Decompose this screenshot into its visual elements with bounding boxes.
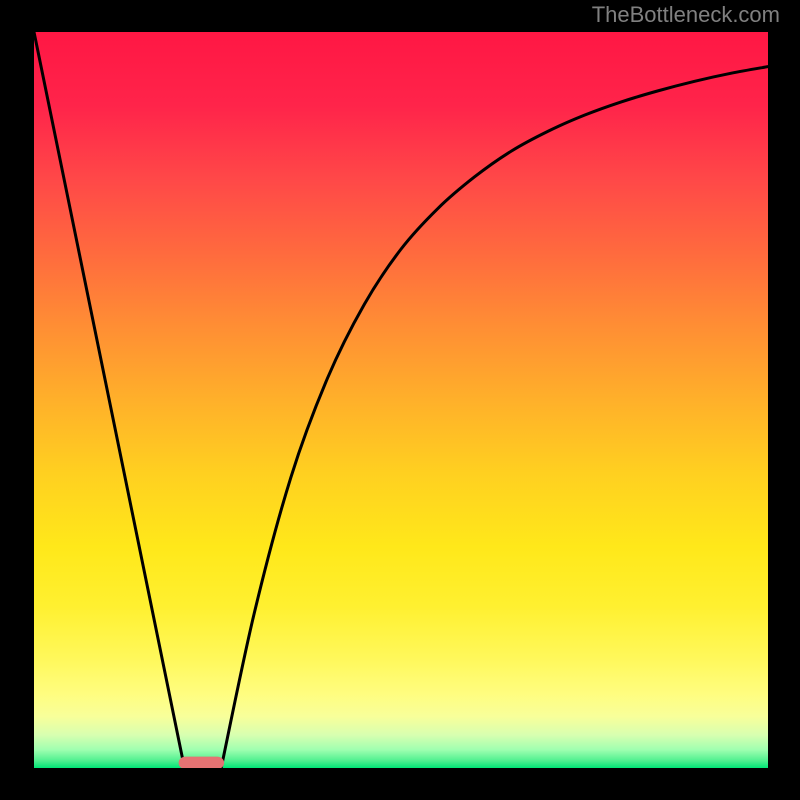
- figure-container: TheBottleneck.com: [0, 0, 800, 800]
- bottleneck-marker: [179, 757, 225, 768]
- watermark-text: TheBottleneck.com: [592, 2, 780, 28]
- bottleneck-curve: [34, 32, 768, 768]
- plot-area: [34, 32, 768, 768]
